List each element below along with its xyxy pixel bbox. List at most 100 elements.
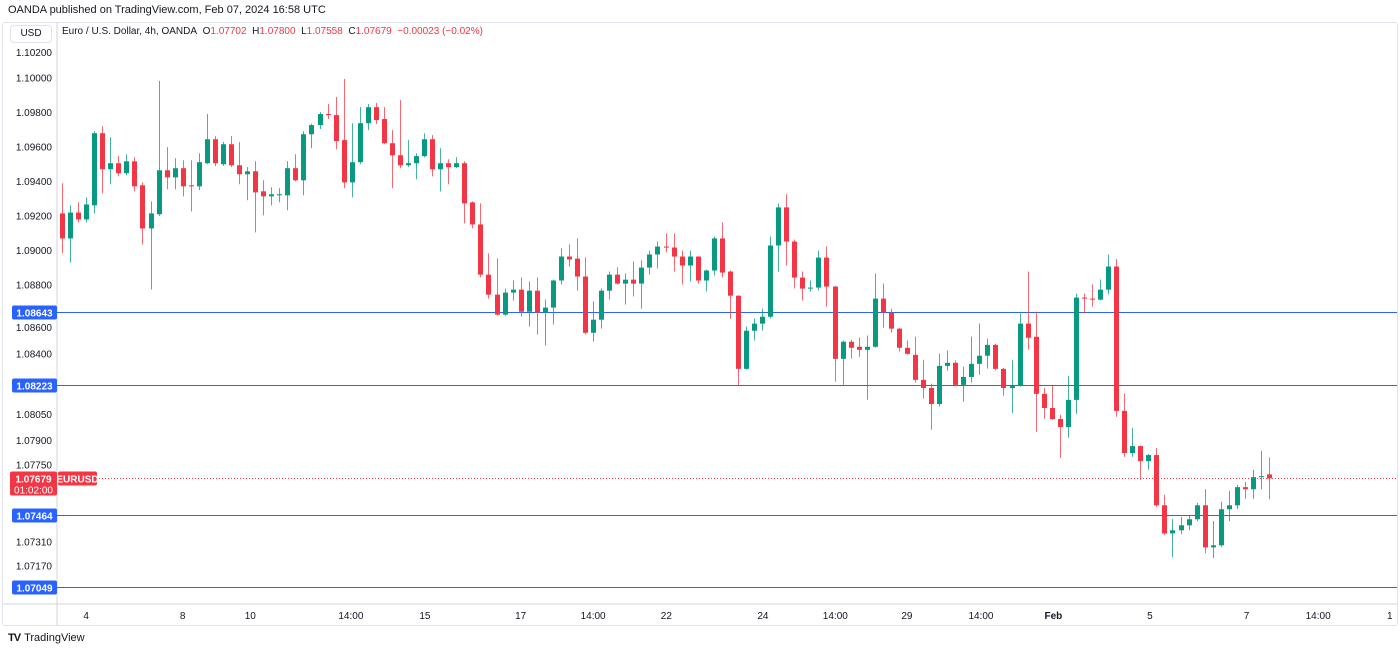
candle-down bbox=[1114, 259, 1119, 417]
time-tick-label: 4 bbox=[83, 611, 89, 622]
candle-up bbox=[358, 107, 363, 165]
candle-up bbox=[1235, 484, 1240, 510]
candle-down bbox=[849, 339, 854, 359]
candle-down bbox=[1082, 293, 1087, 314]
time-tick-label: 10 bbox=[245, 611, 257, 622]
candle-up bbox=[309, 123, 314, 149]
candle-down bbox=[615, 267, 620, 285]
candle-body bbox=[350, 162, 355, 183]
candle-down bbox=[953, 360, 958, 386]
tradingview-logo-icon[interactable]: TV bbox=[8, 632, 21, 644]
candle-body bbox=[221, 144, 226, 165]
candle-up bbox=[157, 80, 162, 216]
candle-body bbox=[173, 168, 178, 178]
candle-down bbox=[326, 104, 331, 120]
candle-body bbox=[720, 238, 725, 273]
candle-body bbox=[551, 280, 556, 308]
candle-down bbox=[189, 160, 194, 212]
candle-body bbox=[1026, 323, 1031, 338]
candle-down bbox=[1026, 271, 1031, 350]
candle-body bbox=[1130, 446, 1135, 454]
candle-up bbox=[1010, 359, 1015, 413]
candle-body bbox=[511, 289, 516, 293]
candle-down bbox=[165, 147, 170, 190]
price-tick-label: 1.08400 bbox=[16, 350, 53, 361]
candle-down bbox=[478, 203, 483, 278]
candle-body bbox=[1001, 368, 1006, 388]
candle-up bbox=[591, 301, 596, 342]
symbol-tag: EURUSD bbox=[56, 475, 98, 486]
candle-body bbox=[92, 133, 97, 206]
candle-down bbox=[993, 343, 998, 371]
candle-up bbox=[1170, 519, 1175, 558]
candle-body bbox=[760, 316, 765, 324]
price-tick-label: 1.07900 bbox=[16, 436, 53, 447]
chart-pane[interactable] bbox=[2, 22, 1398, 626]
candle-body bbox=[776, 207, 781, 246]
candle-up bbox=[945, 350, 950, 371]
price-tick-label: 1.09000 bbox=[16, 246, 53, 257]
candle-up bbox=[776, 203, 781, 272]
candle-body bbox=[1219, 509, 1224, 546]
candle-body bbox=[132, 161, 137, 187]
price-tick-label: 1.09400 bbox=[16, 177, 53, 188]
candle-up bbox=[1251, 469, 1256, 499]
candle-up bbox=[1018, 313, 1023, 387]
candle-down bbox=[446, 159, 451, 185]
candle-body bbox=[470, 202, 475, 225]
candle-body bbox=[808, 287, 813, 289]
candle-up bbox=[438, 148, 443, 192]
candle-up bbox=[688, 250, 693, 282]
candle-up bbox=[752, 318, 757, 341]
candle-body bbox=[1227, 505, 1232, 510]
candle-body bbox=[1235, 487, 1240, 506]
time-tick-label: 14:00 bbox=[823, 611, 848, 622]
candle-up bbox=[245, 167, 250, 201]
candle-up bbox=[873, 273, 878, 348]
candle-body bbox=[913, 354, 918, 380]
axes bbox=[3, 23, 1397, 625]
candle-down bbox=[1162, 494, 1167, 536]
price-axis: 1.10200 1.10000 1.09800 1.09600 1.09400 1.092… bbox=[16, 48, 53, 573]
candle-body bbox=[1146, 455, 1151, 462]
candle-up bbox=[350, 123, 355, 198]
candle-body bbox=[406, 163, 411, 166]
level-price-label: 1.07049 bbox=[16, 584, 53, 595]
candle-up bbox=[977, 323, 982, 375]
time-axis: 4 8 10 14:00 15 17 14:00 22 24 14:00 29 14:00 Feb 5 7 1… bbox=[83, 611, 1393, 622]
candle-up bbox=[301, 131, 306, 196]
time-tick-label: 29 bbox=[901, 611, 913, 622]
time-tick-label: 8 bbox=[180, 611, 186, 622]
candle-body bbox=[591, 319, 596, 333]
candle-down bbox=[720, 222, 725, 278]
candle-down bbox=[1001, 367, 1006, 396]
candle-up bbox=[221, 141, 226, 166]
candle-down bbox=[1154, 447, 1159, 508]
current-price-label-bg bbox=[10, 471, 57, 496]
candle-up bbox=[84, 197, 89, 223]
candle-body bbox=[116, 163, 121, 174]
candle-up bbox=[760, 308, 765, 331]
brand-name[interactable]: TradingView bbox=[24, 632, 85, 644]
candle-body bbox=[631, 279, 636, 284]
candle-body bbox=[680, 256, 685, 266]
candle-body bbox=[816, 257, 821, 288]
candle-body bbox=[985, 344, 990, 356]
candle-down bbox=[535, 277, 540, 335]
candle-up bbox=[1211, 520, 1216, 559]
candle-down bbox=[881, 283, 886, 328]
candle-body bbox=[318, 114, 323, 126]
level-price-label-bg bbox=[12, 580, 57, 595]
candle-up bbox=[655, 241, 660, 269]
candle-body bbox=[374, 107, 379, 121]
candle-body bbox=[100, 133, 105, 170]
candle-body bbox=[358, 123, 363, 163]
candle-up bbox=[277, 188, 282, 203]
currency-button[interactable]: USD bbox=[10, 25, 52, 43]
candle-body bbox=[1243, 487, 1248, 490]
candle-body bbox=[784, 207, 789, 242]
candle-body bbox=[1122, 410, 1127, 454]
candle-down bbox=[181, 160, 186, 197]
candle-up bbox=[454, 157, 459, 169]
